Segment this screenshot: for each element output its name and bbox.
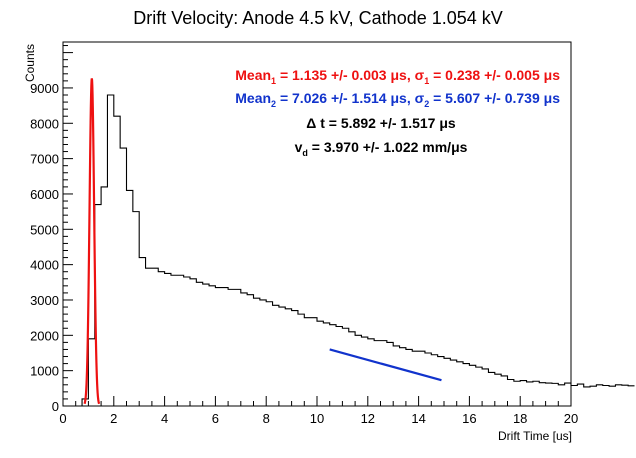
annotation-mean2: Mean2 = 7.026 +/- 1.514 μs, σ2 = 5.607 +…: [235, 90, 560, 109]
gaussian-fit: [83, 78, 101, 405]
x-tick-label: 2: [110, 411, 117, 426]
x-tick-label: 14: [411, 411, 425, 426]
y-tick-label: 7000: [30, 152, 59, 167]
x-tick-label: 10: [310, 411, 324, 426]
x-tick-label: 6: [212, 411, 219, 426]
x-tick-label: 16: [462, 411, 476, 426]
y-tick-label: 3000: [30, 293, 59, 308]
annotation-mean1: Mean1 = 1.135 +/- 0.003 μs, σ1 = 0.238 +…: [235, 67, 560, 86]
y-tick-label: 4000: [30, 258, 59, 273]
x-tick-label: 12: [361, 411, 375, 426]
histogram-series: [63, 94, 635, 407]
chart-title: Drift Velocity: Anode 4.5 kV, Cathode 1.…: [133, 8, 503, 28]
x-tick-label: 8: [263, 411, 270, 426]
y-axis-label: Counts: [23, 44, 37, 82]
y-tick-label: 5000: [30, 222, 59, 237]
y-tick-label: 0: [52, 399, 59, 414]
y-tick-label: 9000: [30, 81, 59, 96]
linear-fit: [329, 348, 442, 382]
x-tick-label: 4: [161, 411, 168, 426]
y-tick-label: 1000: [30, 364, 59, 379]
x-tick-label: 0: [59, 411, 66, 426]
annotation-delta-t: Δ t = 5.892 +/- 1.517 μs: [306, 115, 456, 131]
annotation-vd: vd = 3.970 +/- 1.022 mm/μs: [295, 139, 468, 158]
x-tick-label: 18: [513, 411, 527, 426]
x-tick-label: 20: [564, 411, 578, 426]
y-tick-label: 8000: [30, 116, 59, 131]
y-tick-label: 2000: [30, 328, 59, 343]
y-tick-label: 6000: [30, 187, 59, 202]
x-axis-label: Drift Time [us]: [498, 429, 572, 443]
